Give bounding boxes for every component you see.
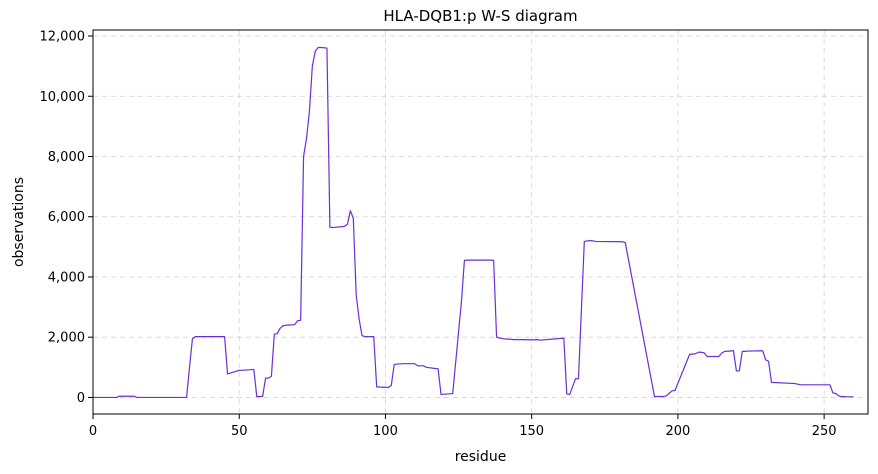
y-tick-label: 10,000 [40, 90, 86, 105]
y-tick-label: 2,000 [48, 331, 85, 346]
plot-frame [92, 29, 869, 415]
observations-line [93, 46, 854, 399]
x-tick-label: 50 [231, 424, 248, 439]
y-tick-label: 12,000 [40, 30, 86, 45]
y-tick-label: 0 [77, 391, 85, 406]
axes [92, 29, 869, 415]
y-axis-label: observations [11, 177, 27, 267]
x-axis-label: residue [455, 449, 507, 465]
x-tick-label: 250 [812, 424, 837, 439]
x-axis-ticks: 0 50 100 150 200 250 [89, 414, 837, 439]
x-tick-label: 0 [89, 424, 97, 439]
y-tick-label: 6,000 [48, 210, 85, 225]
y-tick-label: 8,000 [48, 150, 85, 165]
chart-title: HLA-DQB1:p W-S diagram [383, 7, 577, 25]
grid [92, 30, 868, 414]
y-axis-ticks: 0 2,000 4,000 6,000 8,000 10,000 12,000 [40, 30, 93, 406]
x-tick-label: 200 [665, 424, 690, 439]
x-tick-label: 150 [519, 424, 544, 439]
y-tick-label: 4,000 [48, 270, 85, 285]
series-layer [93, 46, 854, 399]
x-tick-label: 100 [373, 424, 398, 439]
